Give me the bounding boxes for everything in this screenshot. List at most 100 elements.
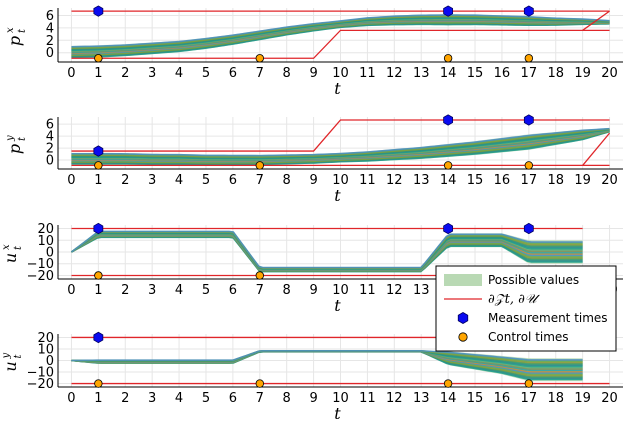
- x-tick-label: 12: [386, 173, 403, 188]
- x-tick-label: 4: [175, 391, 183, 406]
- x-tick-label: 6: [229, 173, 237, 188]
- x-axis-label: t: [334, 186, 341, 205]
- svg-text:t: t: [17, 136, 28, 141]
- x-tick-label: 5: [202, 391, 210, 406]
- x-tick-label: 7: [256, 283, 264, 298]
- x-tick-label: 6: [229, 283, 237, 298]
- control-marker: [94, 54, 103, 63]
- x-tick-label: 16: [494, 173, 511, 188]
- y-tick-label: −10: [27, 257, 54, 272]
- svg-text:p: p: [5, 36, 24, 46]
- x-tick-label: 6: [229, 66, 237, 81]
- legend-label: Control times: [488, 330, 569, 344]
- x-tick-label: 3: [148, 283, 156, 298]
- x-tick-label: 10: [332, 391, 349, 406]
- x-tick-label: 17: [521, 66, 538, 81]
- control-marker: [94, 271, 103, 280]
- trajectory-line: [70, 230, 583, 269]
- x-tick-label: 1: [94, 66, 102, 81]
- control-marker: [94, 161, 103, 170]
- control-marker: [443, 161, 453, 170]
- y-tick-label: 6: [46, 9, 54, 24]
- x-tick-label: 18: [547, 173, 564, 188]
- x-tick-label: 8: [283, 391, 291, 406]
- x-tick-label: 13: [413, 283, 430, 298]
- measurement-marker: [93, 145, 104, 157]
- bound-edge-line: [582, 132, 611, 166]
- x-tick-label: 12: [386, 391, 403, 406]
- bound-edge-line: [582, 10, 610, 31]
- svg-text:x: x: [5, 27, 16, 33]
- x-tick-label: 0: [67, 66, 75, 81]
- x-tick-label: 9: [309, 173, 317, 188]
- measurement-marker: [93, 331, 104, 344]
- y-tick-label: 4: [46, 130, 54, 145]
- x-tick-label: 7: [256, 391, 264, 406]
- control-marker: [524, 161, 534, 170]
- x-tick-label: 8: [283, 283, 291, 298]
- y-tick-label: 4: [46, 21, 54, 36]
- control-marker: [524, 379, 534, 388]
- x-tick-label: 11: [359, 66, 376, 81]
- x-tick-label: 1: [94, 173, 102, 188]
- lower-bound-line: [71, 29, 610, 59]
- svg-text:y: y: [1, 353, 12, 360]
- x-tick-label: 9: [309, 391, 317, 406]
- x-tick-label: 2: [121, 66, 129, 81]
- svg-text:y: y: [5, 135, 16, 142]
- control-marker: [443, 54, 453, 63]
- x-tick-label: 0: [67, 173, 75, 188]
- x-tick-label: 8: [283, 66, 291, 81]
- x-tick-label: 2: [121, 283, 129, 298]
- legend-band-swatch: [444, 274, 482, 286]
- x-tick-label: 15: [467, 391, 484, 406]
- y-axis-label: ux t: [1, 244, 24, 263]
- svg-text:u: u: [1, 361, 20, 371]
- x-tick-label: 0: [67, 283, 75, 298]
- measurement-marker: [523, 222, 534, 235]
- x-tick-label: 1: [94, 283, 102, 298]
- x-tick-label: 12: [386, 283, 403, 298]
- x-tick-label: 5: [202, 66, 210, 81]
- x-tick-label: 16: [494, 66, 511, 81]
- svg-text:x: x: [1, 244, 12, 250]
- x-axis-label: t: [334, 296, 341, 315]
- x-tick-label: 3: [148, 173, 156, 188]
- measurement-marker: [523, 5, 534, 17]
- y-tick-label: 10: [37, 342, 54, 357]
- legend-measurement-swatch: [457, 312, 469, 324]
- y-tick-label: 20: [37, 331, 54, 346]
- x-tick-label: 10: [332, 66, 349, 81]
- y-tick-label: 20: [37, 222, 54, 237]
- x-tick-label: 6: [229, 391, 237, 406]
- measurement-marker: [443, 222, 454, 235]
- x-tick-label: 20: [601, 66, 618, 81]
- y-tick-label: 0: [46, 354, 54, 369]
- svg-text:t: t: [13, 245, 24, 250]
- x-tick-label: 12: [386, 66, 403, 81]
- x-tick-label: 15: [467, 66, 484, 81]
- chart-panel-4: 0 1 2 3 4 5 6 7 8 9 10 11 12 13 14 15 16 17 18 19 20−20−1001…: [1, 331, 623, 421]
- x-tick-label: 17: [521, 391, 538, 406]
- control-marker: [255, 271, 264, 280]
- control-marker: [443, 379, 453, 388]
- x-tick-label: 5: [202, 173, 210, 188]
- x-tick-label: 13: [413, 66, 430, 81]
- x-tick-label: 1: [94, 391, 102, 406]
- x-tick-label: 9: [309, 66, 317, 81]
- x-tick-label: 0: [67, 391, 75, 406]
- measurement-marker: [93, 222, 104, 235]
- measurement-marker: [523, 114, 534, 126]
- y-tick-label: 10: [37, 234, 54, 249]
- legend: Possible values ∂𝒵t, ∂𝒰 Measurement times C…: [435, 265, 617, 352]
- x-axis-label: t: [334, 79, 341, 98]
- y-tick-label: 6: [46, 118, 54, 133]
- svg-text:t: t: [13, 354, 24, 359]
- x-tick-label: 2: [121, 173, 129, 188]
- svg-text:u: u: [1, 253, 20, 263]
- x-tick-label: 18: [547, 66, 564, 81]
- x-tick-label: 7: [256, 66, 264, 81]
- x-tick-label: 8: [283, 173, 291, 188]
- x-tick-label: 11: [359, 391, 376, 406]
